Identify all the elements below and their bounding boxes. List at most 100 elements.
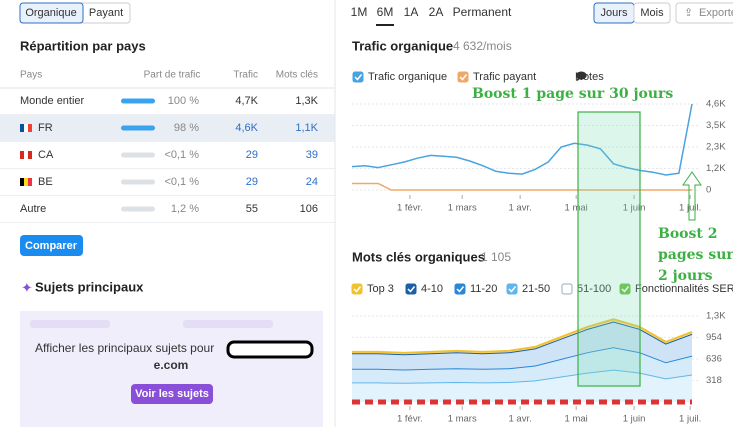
share-track (121, 179, 155, 185)
topics-panel (20, 311, 323, 427)
y-tick-label: 1,3K (706, 310, 726, 321)
notes-icon: 🗩 (575, 71, 587, 83)
compare-button[interactable] (20, 235, 83, 256)
traffic[interactable]: 4,6K (235, 122, 258, 134)
period-tab[interactable]: 6M (377, 5, 394, 19)
toggle-label[interactable]: Mois (640, 7, 664, 19)
legend-label[interactable]: Trafic organique (368, 71, 447, 83)
row-highlight (0, 115, 335, 142)
button-label[interactable]: Voir les sujets (135, 388, 209, 400)
flag (20, 151, 24, 159)
check (621, 286, 630, 293)
legend-label[interactable]: 51-100 (577, 283, 611, 295)
x-tick-label: 1 juin (623, 414, 646, 425)
annotation: 2 jours (658, 268, 713, 284)
keywords[interactable]: 24 (306, 176, 318, 188)
x-tick-label: 1 févr. (397, 414, 423, 425)
chart-summary: 1 105 (481, 250, 511, 264)
stack-area (352, 369, 692, 402)
period-tab[interactable]: 1A (404, 5, 419, 19)
flag (28, 151, 32, 159)
stack-line (352, 368, 693, 384)
chart-summary: 4 632/mois (453, 39, 512, 53)
flag (28, 178, 32, 186)
annotation-box (577, 111, 641, 387)
annotation: Boost 2 (658, 226, 717, 242)
section-title: Sujets principaux (35, 279, 144, 294)
button-label[interactable]: Comparer (25, 240, 78, 252)
y-tick-label: 0 (706, 185, 711, 196)
tab-active[interactable] (19, 2, 84, 24)
share: 98 % (174, 122, 199, 134)
y-tick-label: 4,6K (706, 99, 726, 110)
legend-checkbox[interactable] (352, 71, 364, 83)
toggle-label[interactable]: Jours (601, 7, 628, 19)
country: Monde entier (20, 95, 85, 107)
column-header: Pays (20, 70, 42, 81)
keywords[interactable]: 1,1K (295, 122, 318, 134)
legend-checkbox[interactable] (405, 283, 417, 295)
x-tick-label: 1 avr. (509, 203, 532, 214)
toggle[interactable] (633, 2, 671, 24)
share: <0,1 % (164, 149, 199, 161)
x-tick-label: 1 juin (623, 203, 646, 214)
period-tabs: 1M 6M 1A 2A Permanent (351, 5, 512, 19)
keywords: 106 (300, 203, 318, 215)
y-tick-label: 1,2K (706, 163, 726, 174)
x-tick-label: 1 juil. (679, 203, 701, 214)
legend-label[interactable]: 11-20 (470, 283, 497, 295)
y-tick-label: 3,5K (706, 120, 726, 131)
export-label[interactable]: Exporte (699, 7, 733, 19)
keywords[interactable]: 39 (306, 149, 318, 161)
legend-checkbox[interactable] (506, 283, 518, 295)
topics-button[interactable] (131, 384, 213, 404)
x-tick-label: 1 févr. (397, 203, 423, 214)
country: Autre (20, 203, 46, 215)
check (407, 286, 416, 293)
legend-label[interactable]: 4-10 (421, 283, 443, 295)
column-header: Trafic (233, 70, 258, 81)
annotation: pages sur (658, 247, 733, 263)
export-icon: ⇪ (684, 7, 693, 19)
period-tab[interactable]: Permanent (453, 5, 512, 19)
flag (20, 178, 24, 186)
share-track (121, 98, 155, 104)
flag (24, 178, 28, 186)
y-tick-label: 636 (706, 353, 722, 364)
legend-label[interactable]: Fonctionnalités SERP (635, 283, 733, 295)
legend-label[interactable]: Trafic payant (473, 71, 536, 83)
check (459, 74, 468, 81)
legend-checkbox[interactable] (561, 283, 573, 295)
traffic[interactable]: 29 (246, 149, 258, 161)
traffic[interactable]: 29 (246, 176, 258, 188)
column-header: Part de trafic (144, 70, 201, 81)
x-tick-label: 1 mars (448, 203, 477, 214)
export-button[interactable] (675, 2, 733, 24)
traffic: 4,7K (235, 95, 258, 107)
check (456, 286, 465, 293)
notes-label[interactable]: Notes (575, 71, 604, 83)
x-tick-label: 1 mai (565, 203, 588, 214)
column-header: Mots clés (276, 70, 318, 81)
legend-checkbox[interactable] (619, 283, 631, 295)
legend-checkbox[interactable] (351, 283, 363, 295)
legend-label[interactable]: Top 3 (367, 283, 394, 295)
y-tick-label: 318 (706, 375, 722, 386)
legend-checkbox[interactable] (457, 71, 469, 83)
annotation-arrow (682, 171, 702, 221)
tab[interactable]: Payant (89, 7, 123, 19)
chart-title: Trafic organique (352, 38, 453, 53)
share-track (121, 206, 155, 212)
topics-domain: e.com (154, 358, 189, 372)
period-tab[interactable]: 2A (429, 5, 444, 19)
series-line (351, 103, 693, 176)
redacted (226, 340, 314, 359)
period-tab[interactable]: 1M (351, 5, 368, 19)
tab[interactable]: Organique (25, 7, 76, 19)
traffic: 55 (246, 203, 258, 215)
country: FR (38, 122, 53, 134)
check (354, 74, 363, 81)
keywords-chart: 318 636 954 1,3K 1 févr. 1 mars 1 avr. 1 mai 1 j… (351, 283, 733, 425)
legend-label[interactable]: 21-50 (522, 283, 550, 295)
legend-checkbox[interactable] (454, 283, 466, 295)
